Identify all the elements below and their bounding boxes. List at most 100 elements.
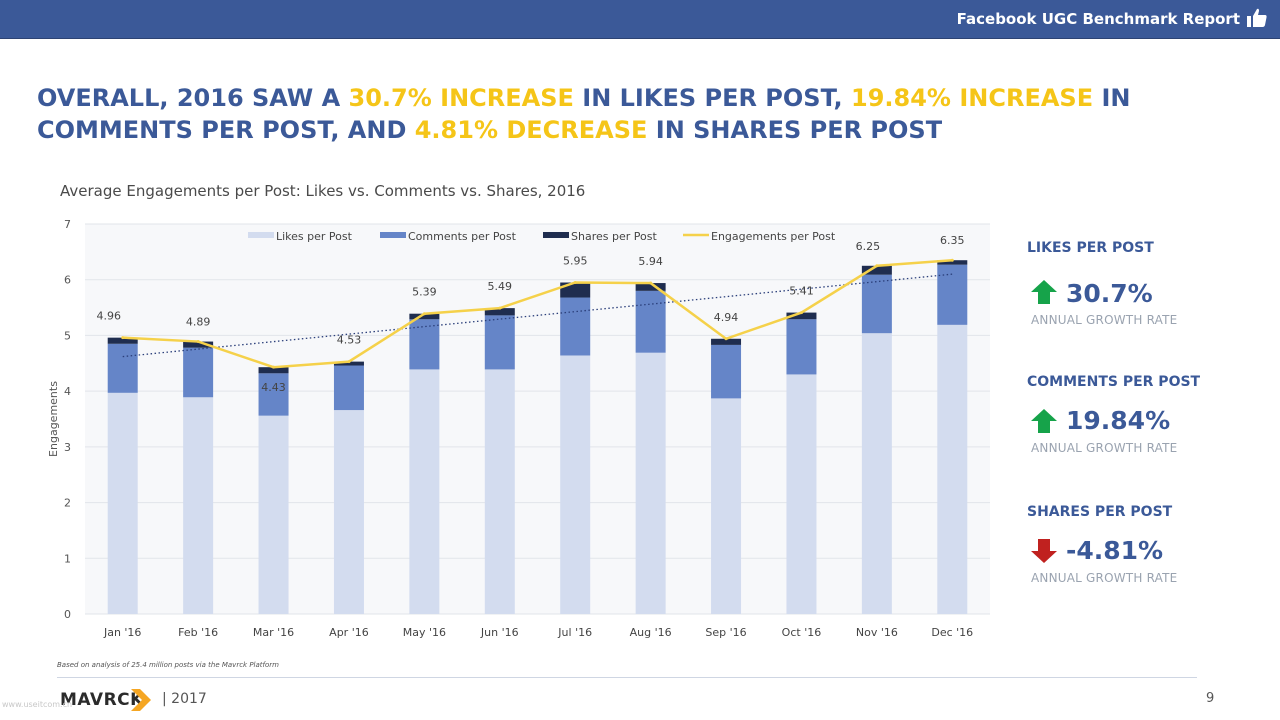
data-label: 4.43 <box>261 381 286 394</box>
panel-comments-title: COMMENTS PER POST <box>1027 374 1201 390</box>
footer-year: | 2017 <box>162 691 207 707</box>
bar-comments <box>711 344 742 399</box>
legend-label: Comments per Post <box>408 230 517 243</box>
engagements-point <box>950 258 954 262</box>
engagements-point <box>498 306 502 310</box>
bar-shares <box>635 283 666 291</box>
x-tick-label: Aug '16 <box>630 626 672 639</box>
panel-likes-value: 30.7% <box>1066 279 1153 308</box>
bar-comments <box>861 274 892 334</box>
top-bar: Facebook UGC Benchmark Report <box>0 0 1280 39</box>
data-label: 5.41 <box>789 285 814 298</box>
panel-shares-value: -4.81% <box>1066 536 1164 565</box>
arrow-down-icon <box>1031 539 1057 563</box>
headline-highlight-likes: 30.7% INCREASE <box>348 84 574 112</box>
x-tick-label: Dec '16 <box>931 626 973 639</box>
legend-swatch <box>380 232 406 238</box>
bar-comments <box>635 290 666 353</box>
bar-likes <box>711 398 742 614</box>
x-tick-label: Nov '16 <box>856 626 898 639</box>
footer-divider <box>57 677 1197 678</box>
bar-likes <box>861 333 892 614</box>
data-label: 4.96 <box>96 310 121 323</box>
bar-likes <box>560 355 591 614</box>
watermark: www.useitcom.cn <box>2 700 73 709</box>
x-tick-label: Jan '16 <box>103 626 141 639</box>
footnote: Based on analysis of 25.4 million posts … <box>57 661 279 669</box>
bar-shares <box>183 341 214 348</box>
panel-shares-title: SHARES PER POST <box>1027 504 1173 520</box>
data-label: 6.25 <box>856 240 881 253</box>
arrow-up-icon <box>1031 280 1057 304</box>
bar-likes <box>107 392 138 614</box>
bar-shares <box>258 367 289 374</box>
y-tick-label: 5 <box>64 329 71 342</box>
bar-likes <box>183 397 214 614</box>
x-tick-label: Feb '16 <box>178 626 218 639</box>
bar-shares <box>937 260 968 265</box>
bar-shares <box>409 313 440 320</box>
logo: MAVRCK <box>60 690 144 710</box>
x-tick-label: Oct '16 <box>782 626 822 639</box>
bar-shares <box>107 337 138 344</box>
y-tick-label: 1 <box>64 552 71 565</box>
data-label: 6.35 <box>940 234 965 247</box>
engagements-point <box>875 264 879 268</box>
engagements-point <box>121 336 125 340</box>
data-label: 5.39 <box>412 286 437 299</box>
headline-text: IN SHARES PER POST <box>647 116 943 144</box>
panel-comments-value: 19.84% <box>1066 406 1171 435</box>
panel-shares-sub: ANNUAL GROWTH RATE <box>1031 571 1178 585</box>
bar-comments <box>560 297 591 356</box>
bar-comments <box>937 264 968 325</box>
engagements-point <box>573 281 577 284</box>
data-label: 4.89 <box>186 316 211 329</box>
bar-comments <box>183 347 214 398</box>
legend-label: Shares per Post <box>571 230 657 243</box>
legend-swatch <box>248 232 274 238</box>
bar-shares <box>333 361 364 366</box>
y-axis-label: Engagements <box>47 381 60 457</box>
x-tick-label: Apr '16 <box>329 626 369 639</box>
legend-swatch <box>543 232 569 238</box>
y-tick-label: 3 <box>64 441 71 454</box>
plot-area <box>85 224 990 614</box>
y-tick-label: 0 <box>64 608 71 621</box>
bar-likes <box>484 369 515 614</box>
engagements-point <box>724 337 728 341</box>
bar-likes <box>635 352 666 614</box>
bar-likes <box>937 324 968 614</box>
data-label: 5.94 <box>638 255 663 268</box>
data-label: 5.95 <box>563 255 588 268</box>
page-number: 9 <box>1206 691 1215 706</box>
headline-text: IN COMMENTS PER POST, AND <box>37 84 1131 144</box>
bar-comments <box>786 319 817 375</box>
bar-comments <box>333 365 364 411</box>
chart-title: Average Engagements per Post: Likes vs. … <box>60 182 586 200</box>
headline-highlight-shares: 4.81% DECREASE <box>414 116 648 144</box>
report-title: Facebook UGC Benchmark Report <box>956 10 1240 28</box>
engagements-point <box>422 312 426 316</box>
x-tick-label: Jul '16 <box>557 626 592 639</box>
data-label: 4.94 <box>714 311 739 324</box>
x-tick-label: Sep '16 <box>705 626 746 639</box>
engagements-point <box>196 340 200 344</box>
y-tick-label: 7 <box>64 218 71 231</box>
y-tick-label: 6 <box>64 274 71 287</box>
panel-likes-sub: ANNUAL GROWTH RATE <box>1031 313 1178 327</box>
engagements-point <box>347 360 351 364</box>
y-tick-label: 4 <box>64 385 71 398</box>
data-label: 4.53 <box>337 334 362 347</box>
panel-comments-sub: ANNUAL GROWTH RATE <box>1031 441 1178 455</box>
arrow-up-icon <box>1031 409 1057 433</box>
headline: OVERALL, 2016 SAW A 30.7% INCREASE IN LI… <box>37 82 1217 146</box>
bar-likes <box>409 369 440 614</box>
y-tick-label: 2 <box>64 497 71 510</box>
bar-comments <box>409 319 440 370</box>
trendline <box>122 273 953 358</box>
headline-highlight-comments: 19.84% INCREASE <box>851 84 1094 112</box>
x-tick-label: May '16 <box>403 626 446 639</box>
legend-label: Likes per Post <box>276 230 353 243</box>
engagements-point <box>799 311 803 315</box>
headline-text: IN LIKES PER POST, <box>573 84 852 112</box>
